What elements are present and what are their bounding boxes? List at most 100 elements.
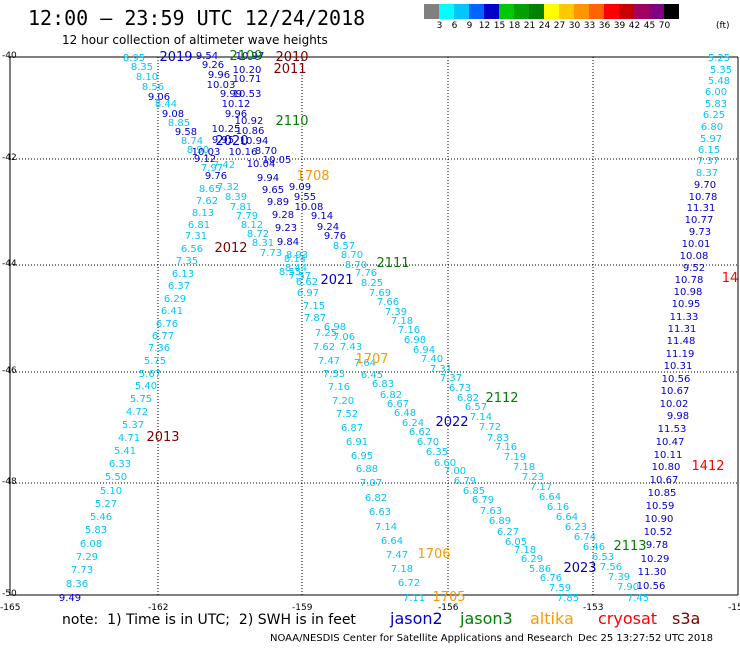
swh-value: 10.92 — [235, 116, 264, 127]
swh-value: 6.72 — [398, 578, 420, 589]
lon-label: -159 — [292, 603, 313, 613]
swh-value: 6.27 — [497, 527, 519, 538]
track-label: 1708 — [296, 169, 329, 184]
track-label: 1707 — [355, 352, 388, 367]
swh-value: 10.67 — [661, 386, 690, 397]
scale-label: 12 — [478, 21, 491, 31]
scale-swatch — [484, 4, 499, 19]
swh-value: 9.08 — [162, 109, 184, 120]
swh-value: 6.76 — [540, 573, 562, 584]
swh-value: 7.11 — [403, 593, 425, 604]
swh-value: 6.15 — [698, 145, 720, 156]
swh-value: 10.90 — [645, 514, 674, 525]
legend-s3a: s3a — [672, 609, 701, 628]
swh-value: 11.30 — [638, 567, 667, 578]
swh-value: 7.56 — [600, 562, 622, 573]
scale-swatch — [424, 4, 439, 19]
track-label: 2109 — [229, 49, 262, 64]
swh-value: 7.14 — [470, 412, 492, 423]
swh-value: 5.50 — [105, 472, 127, 483]
swh-value: 6.16 — [547, 502, 569, 513]
swh-value: 5.46 — [90, 512, 112, 523]
scale-swatch — [514, 4, 529, 19]
swh-value: 9.55 — [294, 192, 316, 203]
swh-value: 7.35 — [176, 256, 198, 267]
scale-unit: (ft) — [716, 21, 730, 31]
swh-value: 8.70 — [345, 260, 367, 271]
swh-value: 7.57 — [289, 271, 311, 282]
swh-value: 6.35 — [426, 447, 448, 458]
swh-value: 6.29 — [164, 294, 186, 305]
swh-value: 8.12 — [241, 220, 263, 231]
swh-value: 10.53 — [233, 89, 262, 100]
swh-value: 6.64 — [556, 512, 578, 523]
track-label: 2023 — [563, 561, 596, 576]
swh-value: 10.47 — [656, 437, 685, 448]
swh-value: 6.23 — [565, 522, 587, 533]
swh-value: 9.78 — [646, 540, 668, 551]
swh-value: 8.90 — [187, 145, 209, 156]
scale-swatch — [499, 4, 514, 19]
track-label: 2012 — [214, 241, 247, 256]
swh-value: 9.24 — [317, 222, 339, 233]
swh-value: 6.64 — [539, 492, 561, 503]
scale-label: 6 — [451, 21, 458, 31]
swh-value: 6.08 — [80, 539, 102, 550]
swh-value: 5.25 — [708, 53, 730, 64]
swh-value: 7.47 — [318, 356, 340, 367]
swh-value: 6.80 — [701, 122, 723, 133]
lat-label: -40 — [2, 51, 17, 61]
swh-value: 7.31 — [430, 364, 452, 375]
swh-value: 7.39 — [385, 307, 407, 318]
swh-value: 6.98 — [324, 322, 346, 333]
track-label: 1706 — [417, 547, 450, 562]
swh-value: 7.87 — [304, 313, 326, 324]
swh-value: 8.35 — [131, 62, 153, 73]
swh-value: 6.48 — [394, 408, 416, 419]
lon-label: -150 — [728, 603, 740, 613]
swh-value: 4.72 — [126, 407, 148, 418]
swh-value: 10.01 — [682, 239, 711, 250]
swh-value: 8.36 — [66, 579, 88, 590]
swh-values: 8.958.358.108.569.068.449.088.859.588.74… — [59, 49, 738, 605]
swh-value: 7.47 — [386, 550, 408, 561]
swh-value: 9.73 — [689, 227, 711, 238]
track-label: 2010 — [275, 50, 308, 65]
swh-value: 6.00 — [705, 87, 727, 98]
swh-value: 8.65 — [199, 184, 221, 195]
swh-value: 11.33 — [670, 312, 699, 323]
swh-value: 10.86 — [236, 126, 265, 137]
swh-value: 6.91 — [346, 437, 368, 448]
swh-value: 10.56 — [637, 581, 666, 592]
swh-value: 6.29 — [521, 554, 543, 565]
swh-value: 8.70 — [341, 250, 363, 261]
lat-label: -44 — [2, 259, 17, 269]
swh-value: 6.53 — [592, 552, 614, 563]
swh-value: 5.86 — [529, 564, 551, 575]
swh-value: 6.81 — [188, 220, 210, 231]
swh-value: 7.42 — [213, 160, 235, 171]
swh-value: 6.97 — [297, 288, 319, 299]
swh-value: 5.41 — [114, 446, 136, 457]
swh-value: 6.70 — [417, 437, 439, 448]
swh-value: 9.26 — [202, 60, 224, 71]
swh-value: 5.97 — [700, 134, 722, 145]
swh-value: 8.57 — [333, 241, 355, 252]
scale-swatch — [574, 4, 589, 19]
swh-value: 7.37 — [697, 156, 719, 167]
swh-value: 9.96 — [225, 109, 247, 120]
swh-value: 6.95 — [351, 451, 373, 462]
track-label: 2019 — [159, 50, 192, 65]
swh-value: 9.96 — [208, 70, 230, 81]
timestamp: Dec 25 13:27:52 UTC 2018 — [578, 633, 713, 644]
swh-value: 7.06 — [333, 332, 355, 343]
scale-label: 18 — [508, 21, 521, 31]
scale-swatch — [664, 4, 679, 19]
swh-value: 8.44 — [285, 263, 307, 274]
swh-value: 6.64 — [381, 536, 403, 547]
swh-value: 8.14 — [284, 254, 306, 265]
swh-value: 6.56 — [181, 244, 203, 255]
swh-value: 7.00 — [444, 466, 466, 477]
swh-value: 6.05 — [505, 537, 527, 548]
swh-value: 10.52 — [644, 527, 673, 538]
